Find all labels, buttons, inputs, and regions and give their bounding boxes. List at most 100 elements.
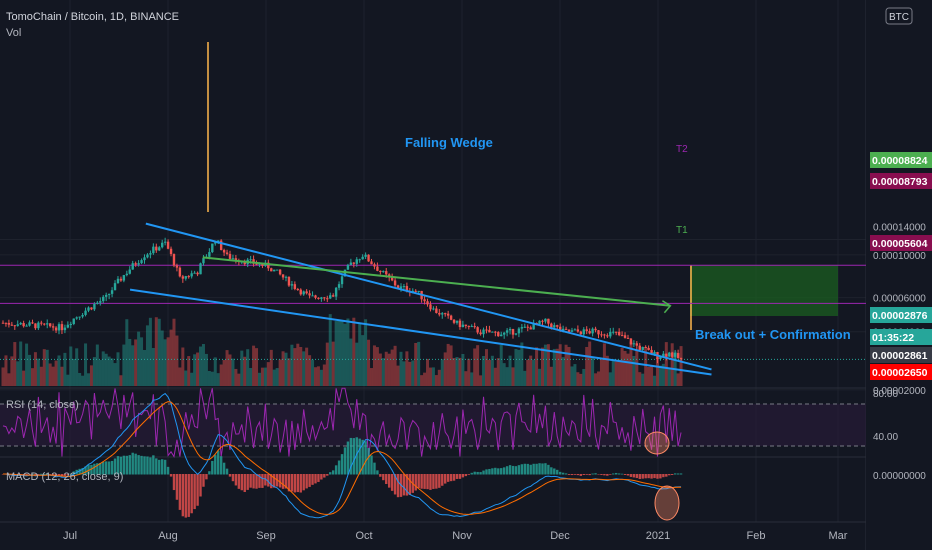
candle-body <box>317 297 320 299</box>
candle-body <box>417 290 420 292</box>
volume-bar <box>48 363 52 386</box>
macd-histogram-bar <box>261 474 264 488</box>
volume-bar <box>163 339 167 386</box>
macd-histogram-bar <box>326 474 329 476</box>
candle-body <box>102 296 105 302</box>
macd-histogram-bar <box>281 474 285 489</box>
macd-histogram-bar <box>541 463 544 475</box>
volume-bar <box>567 347 571 386</box>
candle-body <box>46 323 49 325</box>
candle-body <box>311 295 314 297</box>
macd-histogram-bar <box>573 474 577 475</box>
symbol-title[interactable]: TomoChain / Bitcoin, 1D, BINANCE <box>6 11 180 23</box>
macd-histogram-bar <box>553 468 556 475</box>
macd-histogram-bar <box>184 474 187 518</box>
price-tag <box>870 235 932 251</box>
volume-bar <box>638 372 642 386</box>
price-tick-label: 0.00014000 <box>873 223 926 234</box>
volume-bar <box>517 349 521 386</box>
price-tag-text: 0.00002861 <box>872 350 928 362</box>
candle-body <box>594 328 597 331</box>
volume-bar <box>178 367 182 386</box>
candle-body <box>81 314 84 317</box>
candle-body <box>638 345 641 350</box>
candle-body <box>393 280 397 286</box>
candle-body <box>211 243 214 253</box>
volume-bar <box>219 364 223 386</box>
macd-histogram-bar <box>267 474 270 487</box>
macd-histogram-bar <box>385 474 388 484</box>
candle-body <box>511 328 515 335</box>
macd-histogram-bar <box>614 472 618 475</box>
macd-histogram-bar <box>331 470 335 475</box>
volume-bar <box>647 366 651 386</box>
volume-bar <box>502 363 506 386</box>
candle-body <box>438 312 441 315</box>
volume-bar <box>16 361 20 386</box>
macd-histogram-bar <box>116 456 120 475</box>
volume-bar <box>579 373 583 386</box>
macd-histogram-bar <box>287 474 291 492</box>
volume-bar <box>84 343 88 386</box>
volume-bar <box>231 358 235 386</box>
macd-histogram-bar <box>500 468 503 475</box>
macd-histogram-bar <box>43 473 46 475</box>
macd-histogram-bar <box>214 454 217 475</box>
macd-histogram-bar <box>561 472 565 475</box>
macd-histogram-bar <box>228 474 232 477</box>
volume-bar <box>520 342 524 386</box>
macd-histogram-bar <box>337 460 341 475</box>
candle-body <box>166 241 170 249</box>
rsi-tick-label: 40.00 <box>873 432 898 443</box>
volume-bar <box>110 358 114 386</box>
volume-bar <box>207 370 211 386</box>
candle-body <box>267 262 270 269</box>
volume-bar <box>529 355 533 386</box>
candle-body <box>19 323 22 325</box>
price-axis: BTC0.000140000.000120000.000100000.00006… <box>866 0 932 550</box>
macd-histogram-bar <box>482 470 485 475</box>
macd-histogram-bar <box>623 474 627 475</box>
candle-body <box>361 256 364 260</box>
macd-histogram-bar <box>163 459 167 475</box>
volume-bar <box>72 358 76 386</box>
macd-histogram-bar <box>346 441 350 475</box>
macd-histogram-bar <box>60 474 64 477</box>
candle-body <box>561 328 565 331</box>
volume-bar <box>213 357 217 386</box>
macd-histogram-bar <box>558 471 562 475</box>
candle-body <box>452 319 456 323</box>
candle-body <box>261 263 264 266</box>
macd-histogram-bar <box>458 474 462 479</box>
macd-histogram-bar <box>594 473 597 475</box>
macd-histogram-bar <box>358 438 361 475</box>
volume-bar <box>175 335 179 386</box>
macd-histogram-bar <box>635 474 639 479</box>
candle-body <box>641 347 644 350</box>
volume-bar <box>107 356 111 386</box>
candle-body <box>116 278 120 284</box>
price-tick-label: 0.00002000 <box>873 386 926 397</box>
volume-bar <box>196 352 200 386</box>
candle-body <box>405 286 409 292</box>
candle-body <box>160 242 164 248</box>
macd-histogram-bar <box>647 474 650 479</box>
macd-histogram-bar <box>31 473 34 475</box>
volume-bar <box>641 373 645 386</box>
volume-bar <box>154 317 158 386</box>
volume-bar <box>66 374 70 386</box>
volume-bar <box>237 373 241 386</box>
volume-label: Vol <box>6 27 22 39</box>
macd-histogram-bar <box>237 474 241 489</box>
volume-bar <box>255 348 259 386</box>
volume-bar <box>337 319 341 386</box>
candle-body <box>676 353 680 359</box>
macd-histogram-bar <box>679 473 683 475</box>
volume-bar <box>346 318 350 386</box>
candle-body <box>107 293 111 295</box>
volume-bar <box>151 347 155 386</box>
macd-histogram-bar <box>659 474 662 479</box>
candle-body <box>573 329 577 331</box>
volume-bar <box>523 370 527 386</box>
